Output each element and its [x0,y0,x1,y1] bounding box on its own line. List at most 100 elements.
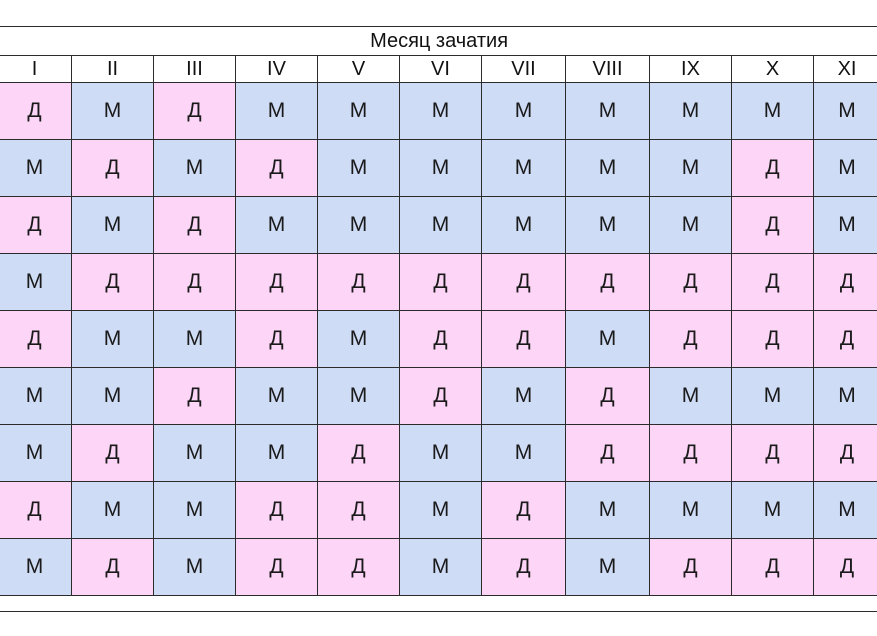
gender-cell: М [399,82,482,140]
gender-cell: М [0,139,72,197]
gender-cell: Д [649,253,732,311]
gender-cell: М [481,82,566,140]
gender-cell: М [731,481,814,539]
gender-cell: Д [565,367,650,425]
gender-cell: М [731,367,814,425]
gender-cell: Д [399,367,482,425]
gender-cell: М [153,139,236,197]
gender-cell: М [317,139,400,197]
gender-cell: М [481,139,566,197]
gender-cell: М [649,82,732,140]
month-header-cell: IV [235,55,318,83]
gender-cell: М [731,82,814,140]
gender-cell: Д [481,481,566,539]
table-title: Месяц зачатия [0,26,877,56]
month-header-cell: I [0,55,72,83]
gender-cell: М [649,481,732,539]
gender-cell: Д [153,367,236,425]
gender-cell: Д [731,310,814,368]
gender-cell: М [0,253,72,311]
gender-cell: М [812,367,877,425]
gender-cell: М [235,367,318,425]
gender-cell: Д [731,538,814,596]
gender-cell: М [71,82,154,140]
gender-cell: М [235,424,318,482]
bottom-border-line [0,611,877,612]
month-header-row: I II III IV V VI VII VIII IX X XI [0,55,877,83]
month-header-cell: XI [812,55,877,83]
gender-cell: Д [649,538,732,596]
table-title-row: Месяц зачатия [0,26,877,56]
gender-cell: М [565,196,650,254]
gender-cell: М [649,367,732,425]
gender-cell: Д [0,481,72,539]
gender-cell: М [317,367,400,425]
gender-cell: Д [731,253,814,311]
gender-cell: М [649,139,732,197]
gender-cell: М [812,139,877,197]
gender-cell: Д [235,253,318,311]
gender-cell: Д [71,538,154,596]
gender-cell: М [812,196,877,254]
month-header-cell: III [153,55,236,83]
gender-cell: М [317,196,400,254]
gender-cell: М [565,310,650,368]
gender-cell: М [71,196,154,254]
gender-cell: М [565,139,650,197]
gender-cell: Д [235,538,318,596]
gender-cell: М [481,196,566,254]
gender-cell: Д [317,538,400,596]
gender-cell: М [235,196,318,254]
gender-cell: Д [812,538,877,596]
gender-cell: Д [71,424,154,482]
gender-cell: М [812,481,877,539]
gender-cell: Д [71,253,154,311]
gender-cell: М [153,310,236,368]
gender-cell: Д [481,538,566,596]
gender-cell: М [399,139,482,197]
gender-cell: Д [481,310,566,368]
gender-cell: Д [565,424,650,482]
month-header-cell: V [317,55,400,83]
gender-cell: М [565,538,650,596]
gender-cell: Д [235,139,318,197]
gender-cell: Д [71,139,154,197]
month-header-cell: VI [399,55,482,83]
gender-cell: М [0,538,72,596]
gender-cell: М [399,196,482,254]
gender-cell: М [71,367,154,425]
gender-cell: М [481,367,566,425]
month-header-cell: IX [649,55,732,83]
gender-cell: М [235,82,318,140]
gender-cell: Д [153,196,236,254]
gender-cell: М [481,424,566,482]
gender-cell: Д [731,424,814,482]
gender-cell: Д [649,310,732,368]
gender-cell: Д [317,481,400,539]
gender-cell: М [153,481,236,539]
gender-cell: Д [731,139,814,197]
gender-cell: Д [0,310,72,368]
gender-cell: Д [812,253,877,311]
gender-cell: Д [399,253,482,311]
month-header-cell: VII [481,55,566,83]
gender-cell: М [649,196,732,254]
gender-cell: М [399,481,482,539]
gender-cell: М [71,310,154,368]
gender-cell: М [317,310,400,368]
gender-cell: Д [235,481,318,539]
month-header-cell: X [731,55,814,83]
gender-cell: Д [317,253,400,311]
gender-cell: М [153,424,236,482]
gender-cell: М [0,424,72,482]
